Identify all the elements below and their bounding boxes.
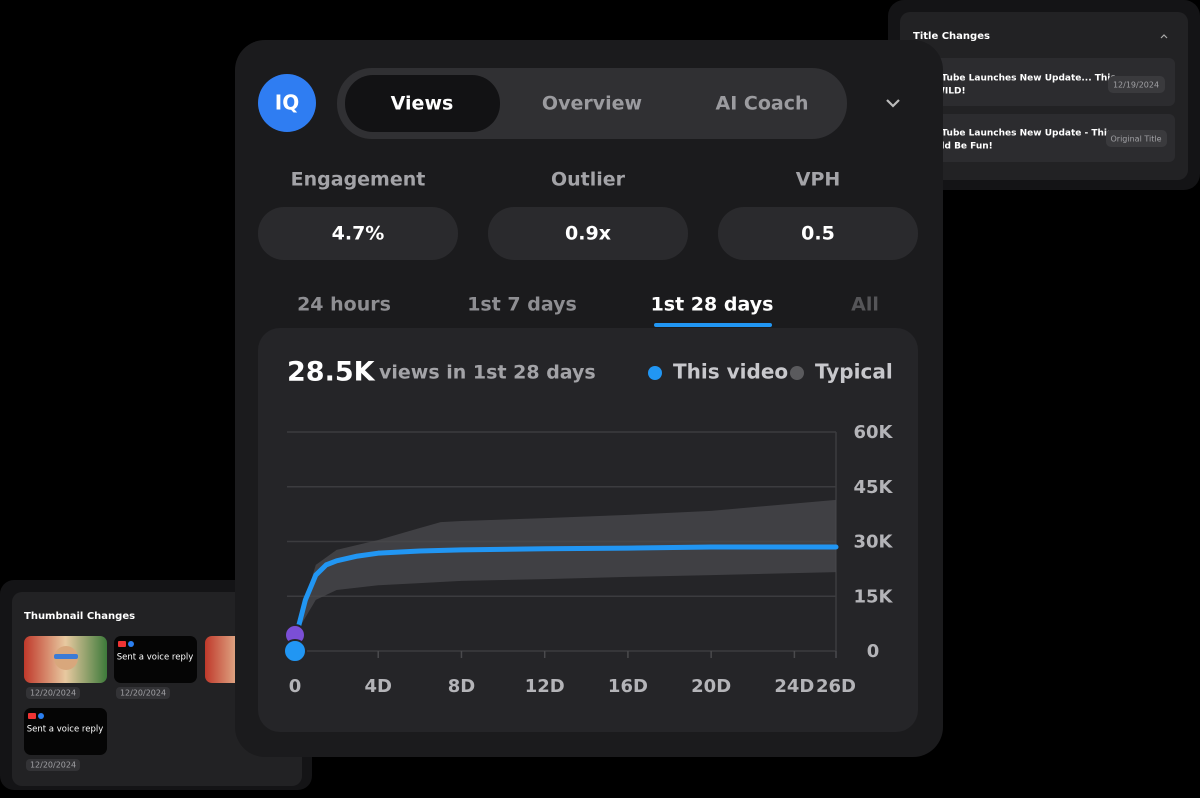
y-tick-label: 60K	[854, 422, 894, 443]
metric-label: Engagement	[291, 169, 426, 191]
title-text: uld Be Fun!	[935, 142, 993, 152]
typical-band	[295, 499, 836, 635]
dropdown-icon[interactable]	[886, 99, 900, 108]
title-changes-card: Title Changes uTube Launches New Update.…	[888, 0, 1200, 190]
title-text: uTube Launches New Update... This	[935, 74, 1116, 84]
x-tick-label: 12D	[525, 676, 565, 697]
y-tick-label: 0	[867, 641, 880, 662]
x-tick-label: 26D	[816, 676, 856, 697]
main-card: IQ Views Overview AI Coach Engagement Ou…	[235, 40, 943, 757]
badge: 12/19/2024	[1113, 81, 1159, 90]
period-tab[interactable]: 1st 7 days	[467, 294, 577, 316]
period-tab[interactable]: 1st 28 days	[651, 294, 774, 316]
metric-value: 4.7%	[332, 223, 385, 245]
date: 12/20/2024	[30, 689, 76, 698]
x-tick-label: 16D	[608, 676, 648, 697]
chart-subtitle: views in 1st 28 days	[379, 362, 596, 384]
metric-value: 0.5	[801, 223, 835, 245]
collapse-icon[interactable]	[1160, 34, 1168, 39]
x-tick-label: 8D	[448, 676, 475, 697]
metric-label: Outlier	[551, 169, 626, 191]
thumbnail[interactable]	[24, 708, 107, 755]
x-tick-label: 0	[289, 676, 302, 697]
thumb-caption: Sent a voice reply	[117, 653, 193, 663]
metric-label: VPH	[796, 169, 841, 191]
y-tick-label: 15K	[854, 586, 894, 607]
period-tab[interactable]: All	[851, 294, 879, 316]
card-title: Title Changes	[913, 31, 990, 42]
tab[interactable]: Overview	[542, 93, 642, 115]
x-tick-label: 4D	[364, 676, 391, 697]
legend-swatch	[790, 366, 804, 380]
thumbnail-changes-card: Thumbnail Changes 12/20/2024 Sent a voic…	[0, 580, 312, 790]
tab-active[interactable]	[345, 75, 500, 132]
chart-title: 28.5K	[287, 357, 376, 388]
logo-text: IQ	[275, 91, 299, 115]
tab[interactable]: AI Coach	[716, 93, 809, 115]
views-line	[292, 544, 839, 643]
y-tick-label: 30K	[854, 532, 894, 553]
date: 12/20/2024	[120, 689, 166, 698]
logo[interactable]	[258, 74, 316, 132]
title-text: WILD!	[935, 87, 966, 97]
title-text: uTube Launches New Update - This	[935, 129, 1112, 139]
thumbnail[interactable]	[114, 636, 197, 683]
badge: Original Title	[1111, 135, 1162, 144]
event-marker	[283, 639, 307, 663]
metric-value: 0.9x	[565, 223, 611, 245]
x-tick-label: 20D	[691, 676, 731, 697]
period-tab[interactable]: 24 hours	[297, 294, 391, 316]
plot: 0 15K 30K 45K 60K 0 4D 8D 12D 16D 20D 24D 26D This vi…	[283, 360, 894, 697]
tab[interactable]: Views	[391, 93, 454, 115]
x-tick-label: 24D	[774, 676, 814, 697]
date: 12/20/2024	[30, 761, 76, 770]
legend-label: This video	[673, 360, 788, 384]
thumb-caption: Sent a voice reply	[27, 725, 103, 735]
card-title: Thumbnail Changes	[24, 611, 135, 622]
y-tick-label: 45K	[854, 477, 894, 498]
legend-label: Typical	[815, 360, 893, 384]
period-underline	[654, 323, 772, 327]
legend-swatch	[648, 366, 662, 380]
